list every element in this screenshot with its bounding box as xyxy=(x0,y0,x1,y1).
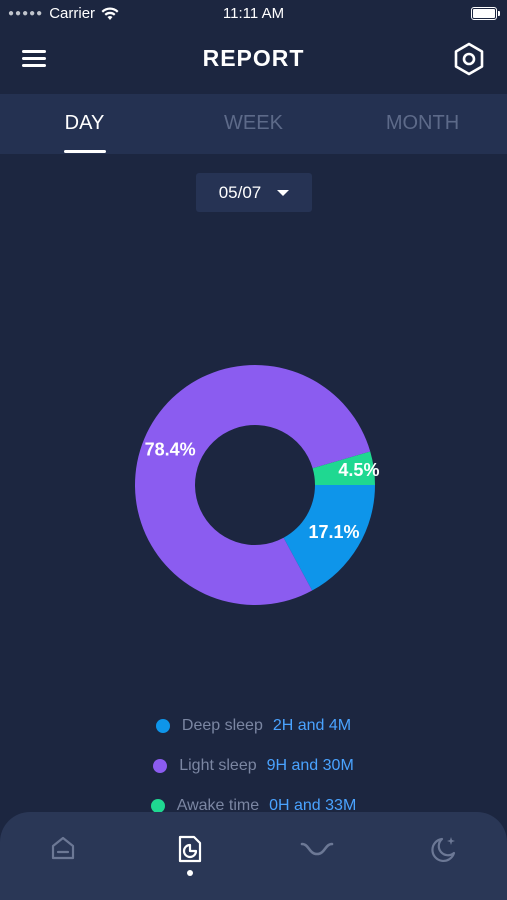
donut-label-awake-time: 4.5% xyxy=(338,460,379,480)
hexagon-settings-icon[interactable] xyxy=(453,42,485,76)
date-value: 05/07 xyxy=(218,182,262,202)
donut-slice-light-sleep xyxy=(135,365,371,605)
status-time: 11:11 AM xyxy=(222,5,285,22)
legend-dot xyxy=(150,799,165,813)
legend-label: Deep sleep xyxy=(181,717,263,734)
legend-dot xyxy=(153,759,168,773)
active-indicator xyxy=(187,870,194,876)
carrier-label: Carrier xyxy=(49,5,96,22)
sleep-donut-chart: 17.1% 78.4% 4.5% xyxy=(135,365,379,605)
tab-day[interactable]: DAY xyxy=(0,94,169,154)
app-header: REPORT xyxy=(0,28,507,94)
period-tabs: DAY WEEK MONTH xyxy=(0,94,507,154)
signal-dots-icon: ●●●●● xyxy=(8,8,44,19)
nav-sleep-mode[interactable] xyxy=(414,834,474,884)
nav-report[interactable] xyxy=(160,834,220,884)
donut-slice-deep-sleep xyxy=(283,485,375,591)
donut-label-deep-sleep: 17.1% xyxy=(309,522,360,542)
legend-item-light-sleep: Light sleep 9H and 30M xyxy=(0,746,507,786)
legend-item-deep-sleep: Deep sleep 2H and 4M xyxy=(0,706,507,746)
legend-item-awake-time: Awake time 0H and 33M xyxy=(0,786,507,826)
legend-value: 0H and 33M xyxy=(269,797,357,814)
report-icon xyxy=(179,835,202,863)
battery-icon xyxy=(471,7,500,20)
page-title: REPORT xyxy=(202,45,305,71)
wifi-icon xyxy=(101,6,119,20)
legend-label: Light sleep xyxy=(179,757,257,774)
hamburger-menu-icon[interactable] xyxy=(22,50,48,70)
tab-week[interactable]: WEEK xyxy=(224,112,283,134)
home-icon xyxy=(52,836,75,860)
donut-slice-awake-time xyxy=(312,451,375,485)
carrier-info: ●●●●● Carrier xyxy=(8,5,119,22)
nav-sleep-curve[interactable] xyxy=(287,834,347,884)
status-bar: ●●●●● Carrier 11:11 AM xyxy=(0,0,507,28)
moon-stars-icon xyxy=(430,837,455,862)
legend-value: 9H and 30M xyxy=(266,757,354,774)
date-dropdown[interactable]: 05/07 xyxy=(196,173,312,212)
donut-label-light-sleep: 78.4% xyxy=(145,440,196,460)
nav-home[interactable] xyxy=(33,834,93,884)
chart-legend: Deep sleep 2H and 4M Light sleep 9H and … xyxy=(0,706,507,826)
legend-label: Awake time xyxy=(176,797,260,814)
legend-dot xyxy=(155,719,170,733)
sleep-curve-icon xyxy=(300,842,334,856)
legend-value: 2H and 4M xyxy=(272,717,352,734)
bottom-navigation xyxy=(0,812,507,900)
tab-month[interactable]: MONTH xyxy=(385,112,460,134)
caret-down-icon xyxy=(277,189,290,196)
